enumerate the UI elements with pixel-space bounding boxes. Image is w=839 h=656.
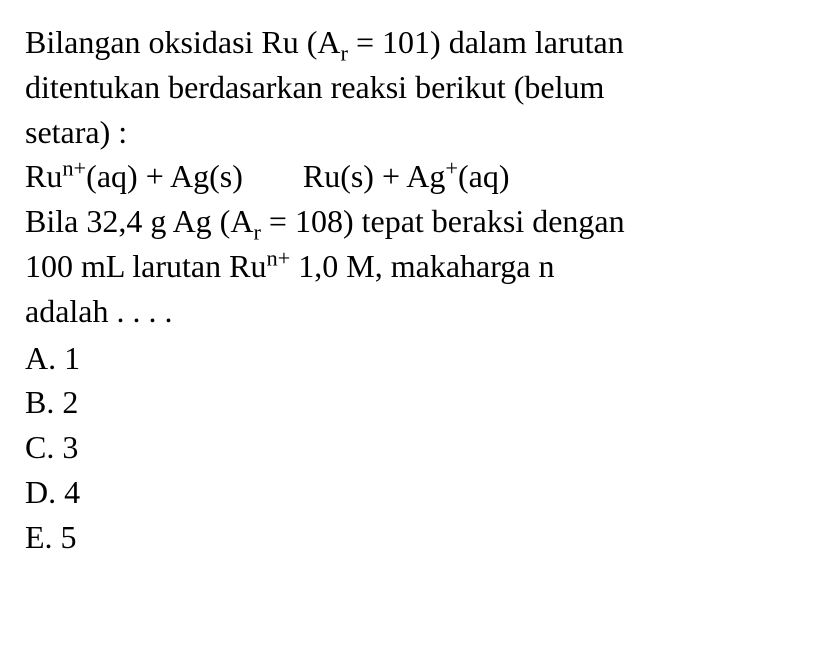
equation-right: Ru(s) + Ag+(aq) xyxy=(303,154,510,199)
question-line-7: adalah . . . . xyxy=(25,289,814,334)
option-d: D. 4 xyxy=(25,470,814,515)
text-segment: = 108) tepat beraksi dengan xyxy=(261,203,625,239)
text-segment: Bilangan oksidasi Ru (A xyxy=(25,24,341,60)
subscript: r xyxy=(341,40,348,65)
subscript: r xyxy=(253,220,260,245)
question-line-6: 100 mL larutan Run+ 1,0 M, makaharga n xyxy=(25,244,814,289)
superscript: n+ xyxy=(266,245,290,270)
question-content: Bilangan oksidasi Ru (Ar = 101) dalam la… xyxy=(25,20,814,560)
superscript: n+ xyxy=(62,156,86,181)
answer-options: A. 1 B. 2 C. 3 D. 4 E. 5 xyxy=(25,336,814,560)
text-segment: = 101) dalam larutan xyxy=(348,24,624,60)
text-segment: Ru xyxy=(25,158,62,194)
text-segment: 1,0 M, makaharga n xyxy=(290,248,554,284)
question-line-2: ditentukan berdasarkan reaksi berikut (b… xyxy=(25,65,814,110)
text-segment: 100 mL larutan Ru xyxy=(25,248,266,284)
chemical-equation: Run+(aq) + Ag(s) Ru(s) + Ag+(aq) xyxy=(25,154,814,199)
text-segment: Bila 32,4 g Ag (A xyxy=(25,203,253,239)
question-line-3: setara) : xyxy=(25,110,814,155)
option-c: C. 3 xyxy=(25,425,814,470)
text-segment: Ru(s) + Ag xyxy=(303,158,446,194)
text-segment: (aq) + Ag(s) xyxy=(86,158,243,194)
text-segment: (aq) xyxy=(458,158,510,194)
superscript: + xyxy=(445,156,458,181)
option-b: B. 2 xyxy=(25,380,814,425)
equation-left: Run+(aq) + Ag(s) xyxy=(25,154,243,199)
question-line-5: Bila 32,4 g Ag (Ar = 108) tepat beraksi … xyxy=(25,199,814,244)
question-line-1: Bilangan oksidasi Ru (Ar = 101) dalam la… xyxy=(25,20,814,65)
option-a: A. 1 xyxy=(25,336,814,381)
option-e: E. 5 xyxy=(25,515,814,560)
